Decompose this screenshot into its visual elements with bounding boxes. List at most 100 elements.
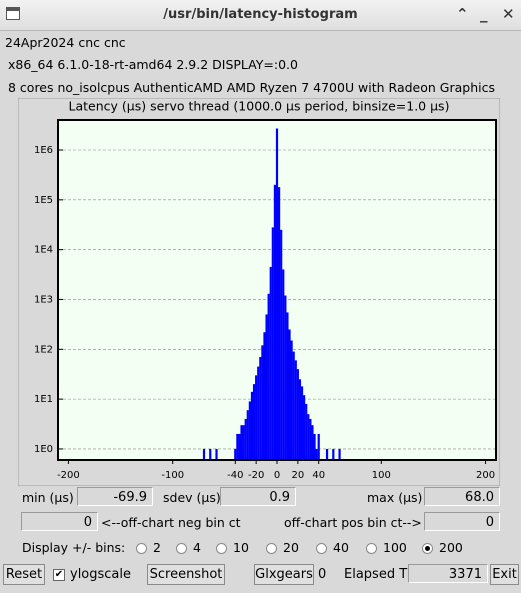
checkbox[interactable]: ✔ — [53, 568, 65, 581]
bar — [236, 433, 239, 460]
stat-label: min (µs) — [22, 490, 74, 505]
display-label: Display +/- bins: — [22, 540, 126, 555]
bar — [325, 448, 329, 460]
ylogscale-checkbox[interactable]: ✔ ylogscale — [53, 567, 131, 582]
bar — [313, 433, 316, 460]
radio-dot[interactable] — [422, 543, 433, 554]
stat-label: off-chart pos bin ct--> — [284, 515, 422, 530]
bar — [282, 269, 285, 460]
max-field: 68.0 — [424, 487, 500, 506]
bar — [209, 448, 212, 460]
bar — [332, 448, 335, 460]
radio-label: 4 — [193, 540, 201, 555]
x-tick-label: -20 — [248, 470, 264, 481]
bar — [246, 410, 249, 460]
bar — [303, 395, 306, 460]
stat-label: max (µs) — [367, 490, 423, 505]
bar — [267, 293, 270, 460]
close-button[interactable]: ✕ — [502, 5, 515, 23]
bar — [259, 357, 262, 460]
glxgears-button[interactable]: Glxgears — [254, 564, 314, 585]
info-line: 8 cores no_isolcpus AuthenticAMD AMD Ryz… — [8, 80, 495, 95]
neg-count-field: 0 — [21, 512, 98, 531]
bar — [284, 295, 287, 460]
radio-dot[interactable] — [266, 543, 277, 554]
radio-dot[interactable] — [216, 543, 227, 554]
window-title: /usr/bin/latency-histogram — [163, 7, 358, 22]
radio-option[interactable]: 10 — [216, 540, 249, 555]
bar — [309, 418, 312, 460]
bar — [292, 351, 295, 460]
screenshot-button[interactable]: Screenshot — [147, 564, 225, 585]
plot-border — [57, 119, 497, 461]
radio-label: 10 — [233, 540, 249, 555]
radio-label: 200 — [439, 540, 463, 555]
y-tick-label: 1E0 — [34, 444, 53, 455]
bar — [296, 369, 299, 460]
stat-label: <--off-chart neg bin ct — [101, 515, 241, 530]
exit-button[interactable]: Exit — [490, 564, 519, 585]
radio-dot[interactable] — [176, 543, 187, 554]
bar — [300, 386, 304, 460]
radio-option[interactable]: 2 — [136, 540, 161, 555]
x-tick-label: 200 — [476, 470, 495, 481]
radio-option[interactable]: 4 — [176, 540, 201, 555]
x-tick-label: -40 — [227, 470, 243, 481]
pos-count-field: 0 — [424, 512, 500, 531]
bar — [288, 329, 291, 460]
bar — [257, 366, 260, 460]
bar — [338, 448, 341, 460]
radio-label: 2 — [153, 540, 161, 555]
stat-label: sdev (µs) — [163, 490, 221, 505]
x-tick-label: 40 — [312, 470, 325, 481]
bar — [307, 414, 310, 460]
radio-option[interactable]: 40 — [316, 540, 349, 555]
bar — [255, 375, 258, 460]
x-tick-label: 100 — [372, 470, 391, 481]
glxgears-count: 0 — [318, 567, 327, 582]
x-tick-label: 20 — [291, 470, 304, 481]
min-field: -69.9 — [77, 487, 153, 506]
bar — [271, 227, 274, 460]
bar — [244, 418, 247, 460]
bar — [202, 448, 206, 460]
radio-dot[interactable] — [366, 543, 377, 554]
bar — [311, 425, 314, 460]
title-bar: /usr/bin/latency-histogram ⌃ _ ✕ — [0, 0, 521, 31]
bar — [263, 332, 266, 460]
maximize-button[interactable]: ⌃ — [456, 5, 469, 23]
bar — [317, 433, 320, 460]
bar — [298, 379, 302, 460]
bar — [234, 448, 237, 460]
radio-dot[interactable] — [316, 543, 327, 554]
bar — [242, 425, 245, 460]
radio-option[interactable]: 100 — [366, 540, 407, 555]
y-tick-label: 1E4 — [34, 245, 53, 256]
x-tick-label: -100 — [161, 470, 184, 481]
radio-dot[interactable] — [136, 543, 147, 554]
reset-button[interactable]: Reset — [3, 564, 45, 585]
app-icon — [6, 7, 20, 20]
x-tick-label: -200 — [57, 470, 80, 481]
y-tick-label: 1E1 — [34, 394, 53, 405]
bar — [294, 360, 297, 460]
minimize-button[interactable]: _ — [480, 5, 488, 23]
radio-label: 40 — [333, 540, 349, 555]
y-tick-label: 1E5 — [34, 195, 53, 206]
y-tick-label: 1E3 — [34, 294, 53, 305]
bar — [269, 266, 272, 460]
bar — [252, 384, 256, 460]
elapsed-field: 3371 — [408, 564, 488, 583]
info-line: 24Apr2024 cnc cnc — [5, 35, 126, 50]
radio-option[interactable]: 200 — [422, 540, 463, 555]
bar — [238, 433, 241, 460]
bar — [305, 403, 308, 460]
radio-option[interactable]: 20 — [266, 540, 299, 555]
bar — [280, 229, 283, 460]
radio-label: 100 — [383, 540, 407, 555]
y-tick-label: 1E2 — [34, 344, 53, 355]
chart-title: Latency (µs) servo thread (1000.0 µs per… — [69, 99, 450, 114]
x-tick-label: 0 — [274, 470, 280, 481]
checkbox-label: ylogscale — [70, 567, 132, 582]
